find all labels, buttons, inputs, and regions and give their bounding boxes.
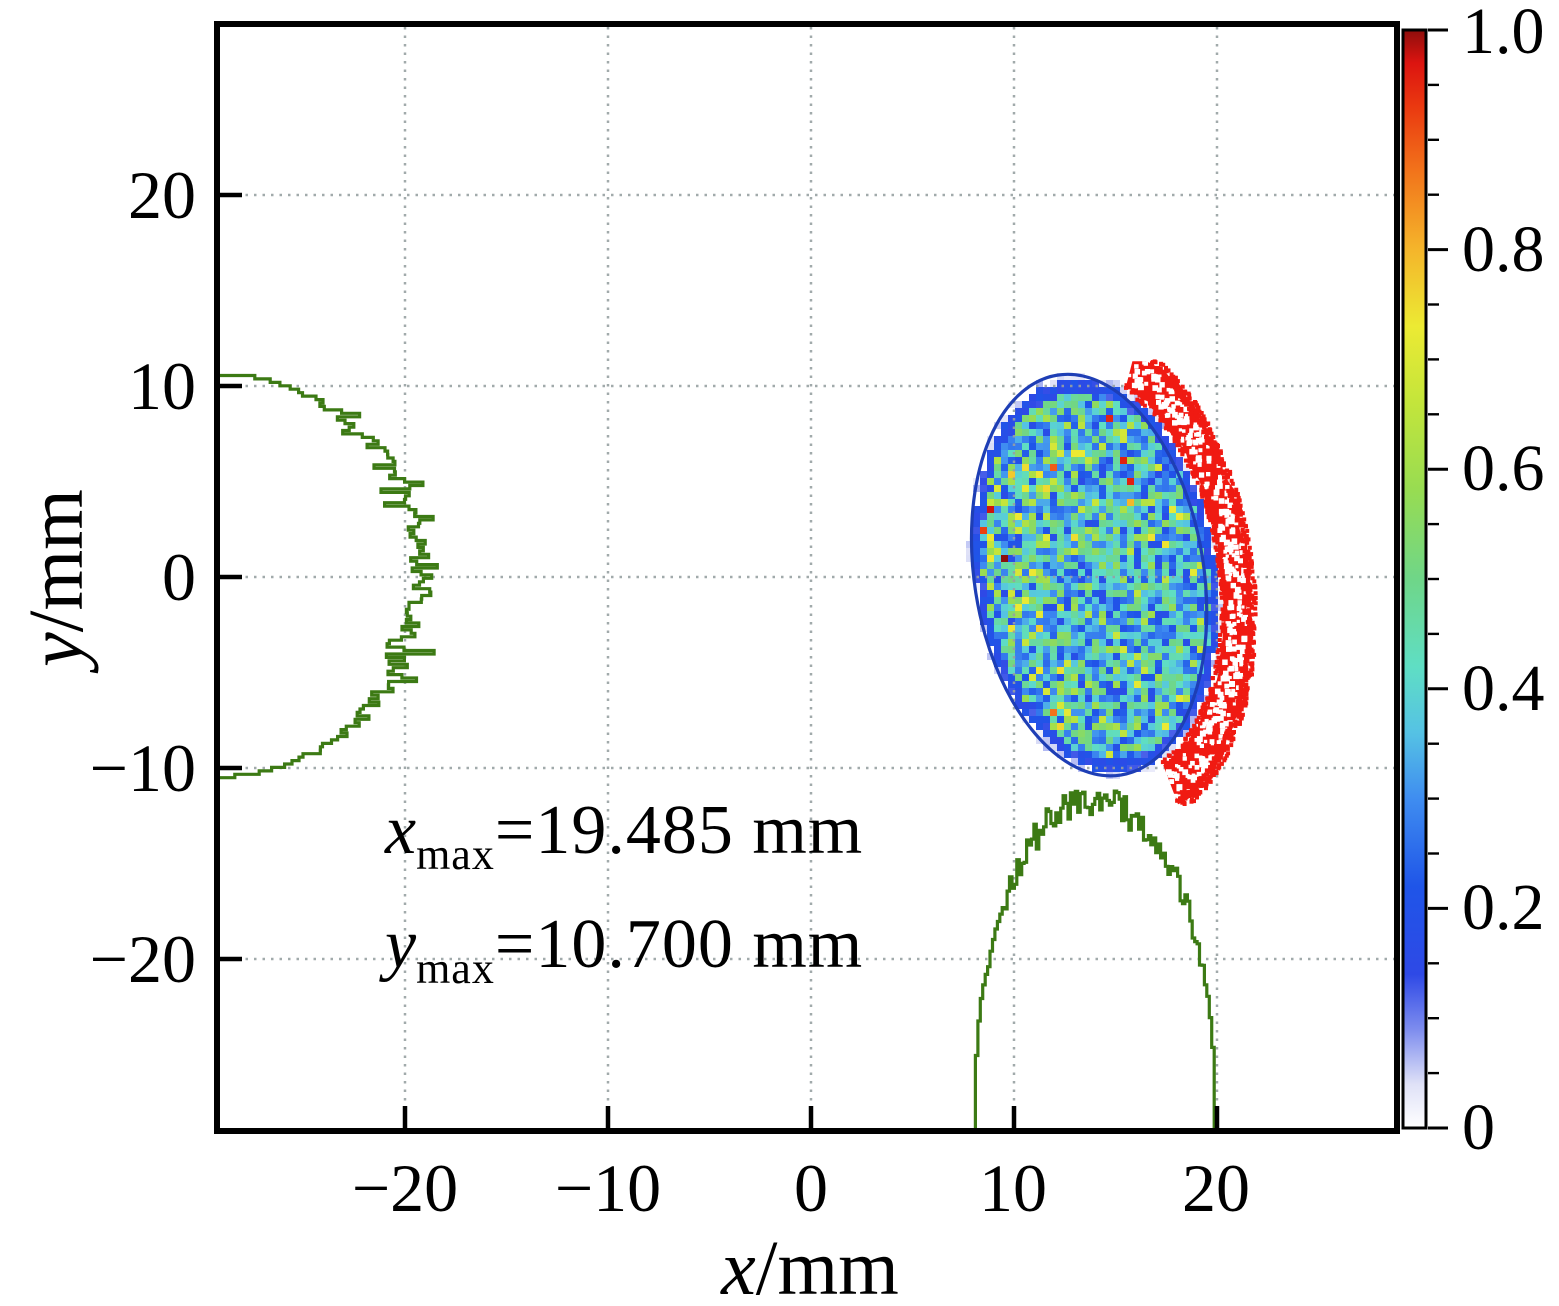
colorbar-tick-label: 0.6 [1462, 432, 1545, 505]
y-tick-label: −10 [89, 730, 196, 806]
x-axis-title: x/mm [721, 1224, 899, 1306]
y-tick-label: 20 [128, 157, 196, 233]
axes-frame-and-ticks [214, 21, 1400, 1134]
y-axis-title: y/mm [12, 489, 99, 667]
max-extent-annotation: xmax=19.485 mm ymax=10.700 mm [385, 786, 863, 1014]
colorbar-tick-label: 0.4 [1462, 652, 1545, 725]
aperture-ellipse [969, 372, 1209, 778]
y-tick-label: 0 [162, 539, 196, 615]
x-tick-label: 0 [794, 1150, 828, 1226]
colorbar-tick-label: 0.2 [1462, 871, 1545, 944]
y-tick-label: −20 [89, 921, 196, 997]
annotation-xmax: xmax=19.485 mm [385, 792, 864, 879]
colorbar-tick-label: 1.0 [1462, 0, 1545, 68]
x-tick-label: −10 [554, 1150, 662, 1226]
heatmap-layer [966, 373, 1225, 779]
x-tick-label: −20 [351, 1150, 459, 1226]
colorbar-tick-label: 0.8 [1462, 213, 1545, 286]
x-tick-label: 20 [1182, 1150, 1250, 1226]
colorbar-tick-label: 0 [1462, 1091, 1495, 1164]
x-tick-label: 10 [979, 1150, 1047, 1226]
halo-crescent [1124, 359, 1258, 806]
profile-curves [217, 373, 1216, 1131]
annotation-ymax: ymax=10.700 mm [385, 906, 864, 993]
colorbar [1401, 28, 1448, 1130]
y-tick-label: 10 [128, 348, 196, 424]
